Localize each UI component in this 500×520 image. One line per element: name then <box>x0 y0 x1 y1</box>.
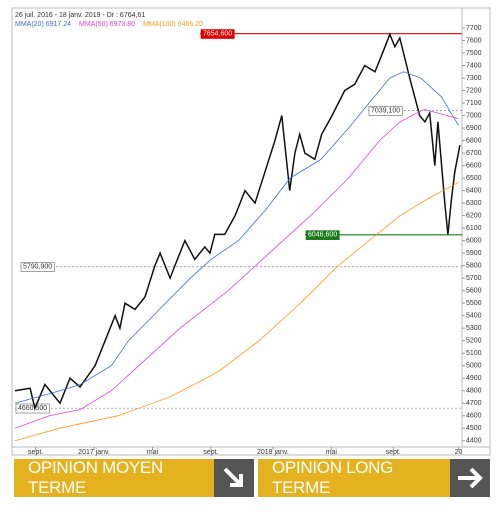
level-label: 5790,900 <box>23 264 52 271</box>
level-label-box <box>20 262 55 272</box>
button[interactable]: OPINION LONG TERME <box>258 458 490 497</box>
y-tick-label: 6900 <box>466 125 482 132</box>
y-tick-label: 7200 <box>466 87 482 94</box>
y-tick-label: 4500 <box>466 425 482 432</box>
level-label: 7039,100 <box>371 108 400 115</box>
series-line <box>14 108 459 429</box>
y-tick-label: 6400 <box>466 187 482 194</box>
y-tick-label: 5400 <box>466 313 482 320</box>
arrow-icon <box>458 467 483 489</box>
chart-title: 26 juil. 2016 - 18 janv. 2019 - Dr : 676… <box>15 12 145 19</box>
level-label: 4660,500 <box>18 405 47 412</box>
level-label-box <box>200 29 235 39</box>
x-tick-label: 20 <box>455 449 463 456</box>
level-label-box <box>305 230 340 240</box>
y-tick-label: 6200 <box>466 212 482 219</box>
icon <box>450 459 490 497</box>
x-tick-label: sept. <box>203 449 218 456</box>
x-tick-label: mai <box>147 449 159 456</box>
y-tick-label: 5500 <box>466 300 482 307</box>
y-tick-label: 6500 <box>466 175 482 182</box>
y-tick-label: 4700 <box>466 400 482 407</box>
legend-entry: MMA(20) 6917.24 <box>15 21 71 28</box>
chart: 26 juil. 2016 - 18 janv. 2019 - Dr : 676… <box>11 7 491 456</box>
level-label: 6046,600 <box>308 232 337 239</box>
arrow-icon <box>223 467 243 487</box>
y-tick-label: 5900 <box>466 250 482 257</box>
y-tick-label: 4800 <box>466 388 482 395</box>
y-tick-label: 6700 <box>466 150 482 157</box>
legend-entry: MMA(50) 6973.80 <box>79 21 135 28</box>
y-tick-label: 5800 <box>466 262 482 269</box>
button[interactable]: OPINION MOYEN TERME <box>14 458 254 497</box>
level-label-box <box>15 403 50 414</box>
y-tick-label: 7600 <box>466 37 482 44</box>
icon <box>214 459 254 497</box>
y-tick-label: 6300 <box>466 200 482 207</box>
y-tick-label: 4900 <box>466 375 482 382</box>
y-tick-label: 6800 <box>466 137 482 144</box>
y-tick-label: 6100 <box>466 225 482 232</box>
series-line <box>14 32 461 411</box>
series-line <box>14 71 459 404</box>
y-tick-label: 6000 <box>466 237 482 244</box>
chart-frame <box>11 7 491 456</box>
y-tick-label: 7300 <box>466 75 482 82</box>
x-tick-label: mai <box>326 449 338 456</box>
y-tick-label: 7000 <box>466 112 482 119</box>
y-tick-label: 7100 <box>466 100 482 107</box>
y-tick-label: 5300 <box>466 325 482 332</box>
y-tick-label: 5100 <box>466 350 482 357</box>
y-tick-label: 5600 <box>466 288 482 295</box>
y-tick-label: 7400 <box>466 62 482 69</box>
x-tick-label: sept. <box>28 449 43 456</box>
y-tick-label: 4600 <box>466 413 482 420</box>
y-tick-label: 6600 <box>466 162 482 169</box>
x-tick-label: 2017 janv. <box>78 449 110 456</box>
y-tick-label: 5700 <box>466 275 482 282</box>
y-tick-label: 7500 <box>466 50 482 57</box>
x-tick-label: 2018 janv. <box>257 449 289 456</box>
button-label: OPINION MOYEN TERME <box>28 458 163 497</box>
y-tick-label: 5200 <box>466 338 482 345</box>
legend-entry: MMA(100) 6466.20 <box>143 21 203 28</box>
level-label-box <box>368 106 403 116</box>
y-tick-label: 7700 <box>466 25 482 32</box>
y-tick-label: 4400 <box>466 438 482 445</box>
level-label: 7654,600 <box>203 31 232 38</box>
y-tick-label: 5000 <box>466 363 482 370</box>
x-tick-label: sept. <box>386 449 401 456</box>
series-line <box>14 181 459 442</box>
button-label: OPINION LONG TERME <box>272 458 394 497</box>
